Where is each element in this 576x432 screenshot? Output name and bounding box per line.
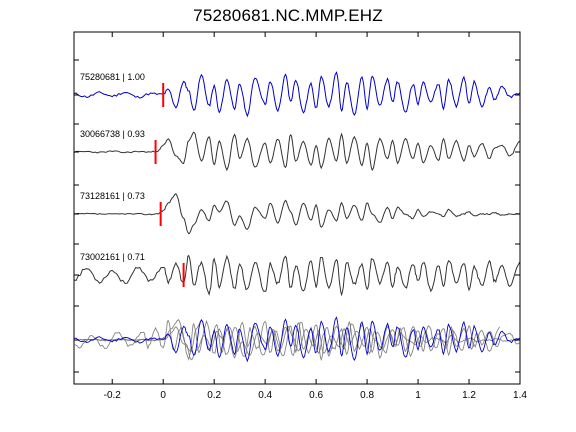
x-tick-label-2: 0.2 [207,390,221,401]
x-tick-label-1: 0 [160,390,166,401]
trace-3-waveform [74,192,521,235]
trace-label-1: 75280681 | 1.00 [80,72,145,82]
trace-label-2: 30066738 | 0.93 [80,129,145,139]
trace-label-3: 73128161 | 0.73 [80,191,145,201]
x-axis: -0.2 0 0.2 0.4 0.6 0.8 1 1.2 1.4 [104,32,527,401]
trace-1-waveform [73,71,521,118]
overlay-trace-1 [73,316,521,363]
pick-group [154,83,185,287]
x-tick-label-8: 1.4 [513,390,527,401]
x-tick-label-5: 0.8 [360,390,374,401]
x-tick-label-4: 0.6 [309,390,323,401]
overlay-trace-4 [74,319,500,362]
x-tick-label-7: 1.2 [462,390,476,401]
plot-frame [73,31,521,385]
overlay-group [73,316,521,363]
chart-title: 75280681.NC.MMP.EHZ [193,6,383,25]
trace-label-group: 75280681 | 1.00 30066738 | 0.93 73128161 |… [80,72,145,262]
x-tick-label-3: 0.4 [258,390,272,401]
trace-group [73,71,521,297]
y-axis-ticks [74,59,520,373]
x-tick-label-0: -0.2 [104,390,122,401]
trace-label-4: 73002161 | 0.71 [80,252,145,262]
trace-2-waveform [73,131,521,172]
x-tick-label-6: 1 [415,390,421,401]
